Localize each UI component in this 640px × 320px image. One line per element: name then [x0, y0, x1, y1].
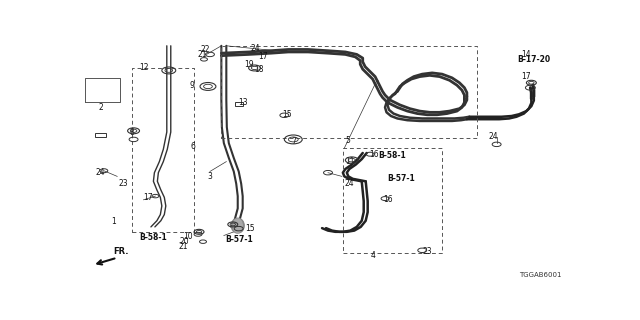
Text: 9: 9	[189, 81, 194, 90]
Text: B-58-1: B-58-1	[140, 234, 167, 243]
Text: 15: 15	[245, 224, 255, 233]
Text: 13: 13	[238, 98, 248, 107]
Text: TGGAB6001: TGGAB6001	[519, 272, 561, 278]
Ellipse shape	[231, 218, 244, 233]
Text: 18: 18	[254, 65, 263, 74]
Bar	[235, 102, 243, 106]
Text: 23: 23	[119, 179, 129, 188]
Text: 23: 23	[422, 247, 432, 256]
Text: B-17-20: B-17-20	[517, 55, 550, 64]
Text: 6: 6	[191, 142, 196, 151]
Text: 4: 4	[370, 251, 375, 260]
Text: FR.: FR.	[114, 247, 129, 256]
Text: 24: 24	[344, 179, 354, 188]
Text: 2: 2	[99, 103, 103, 112]
Text: B-57-1: B-57-1	[225, 235, 253, 244]
Text: 17: 17	[258, 52, 268, 61]
Text: 1: 1	[111, 218, 116, 227]
Text: 7: 7	[291, 137, 296, 146]
Text: 20: 20	[179, 237, 189, 246]
Text: 22: 22	[200, 45, 210, 54]
Text: B-58-1: B-58-1	[379, 151, 406, 160]
Text: 21: 21	[179, 242, 188, 251]
Text: 17: 17	[143, 193, 153, 202]
Text: 24: 24	[95, 168, 105, 177]
Text: 14: 14	[522, 50, 531, 59]
Text: 5: 5	[346, 136, 350, 145]
Bar	[95, 132, 106, 137]
Text: 19: 19	[244, 60, 253, 69]
Text: 17: 17	[522, 72, 531, 81]
Text: 21: 21	[197, 50, 207, 59]
Text: 15: 15	[282, 110, 292, 119]
Text: 10: 10	[183, 232, 193, 241]
Text: 3: 3	[207, 172, 212, 181]
Text: B-57-1: B-57-1	[388, 174, 415, 183]
Ellipse shape	[233, 219, 243, 232]
Text: 24: 24	[489, 132, 499, 141]
Text: 12: 12	[139, 63, 148, 72]
Text: 16: 16	[369, 150, 378, 159]
Text: 8: 8	[130, 128, 134, 137]
Text: 24: 24	[250, 44, 260, 53]
Text: 16: 16	[383, 195, 392, 204]
Text: 11: 11	[346, 157, 355, 166]
